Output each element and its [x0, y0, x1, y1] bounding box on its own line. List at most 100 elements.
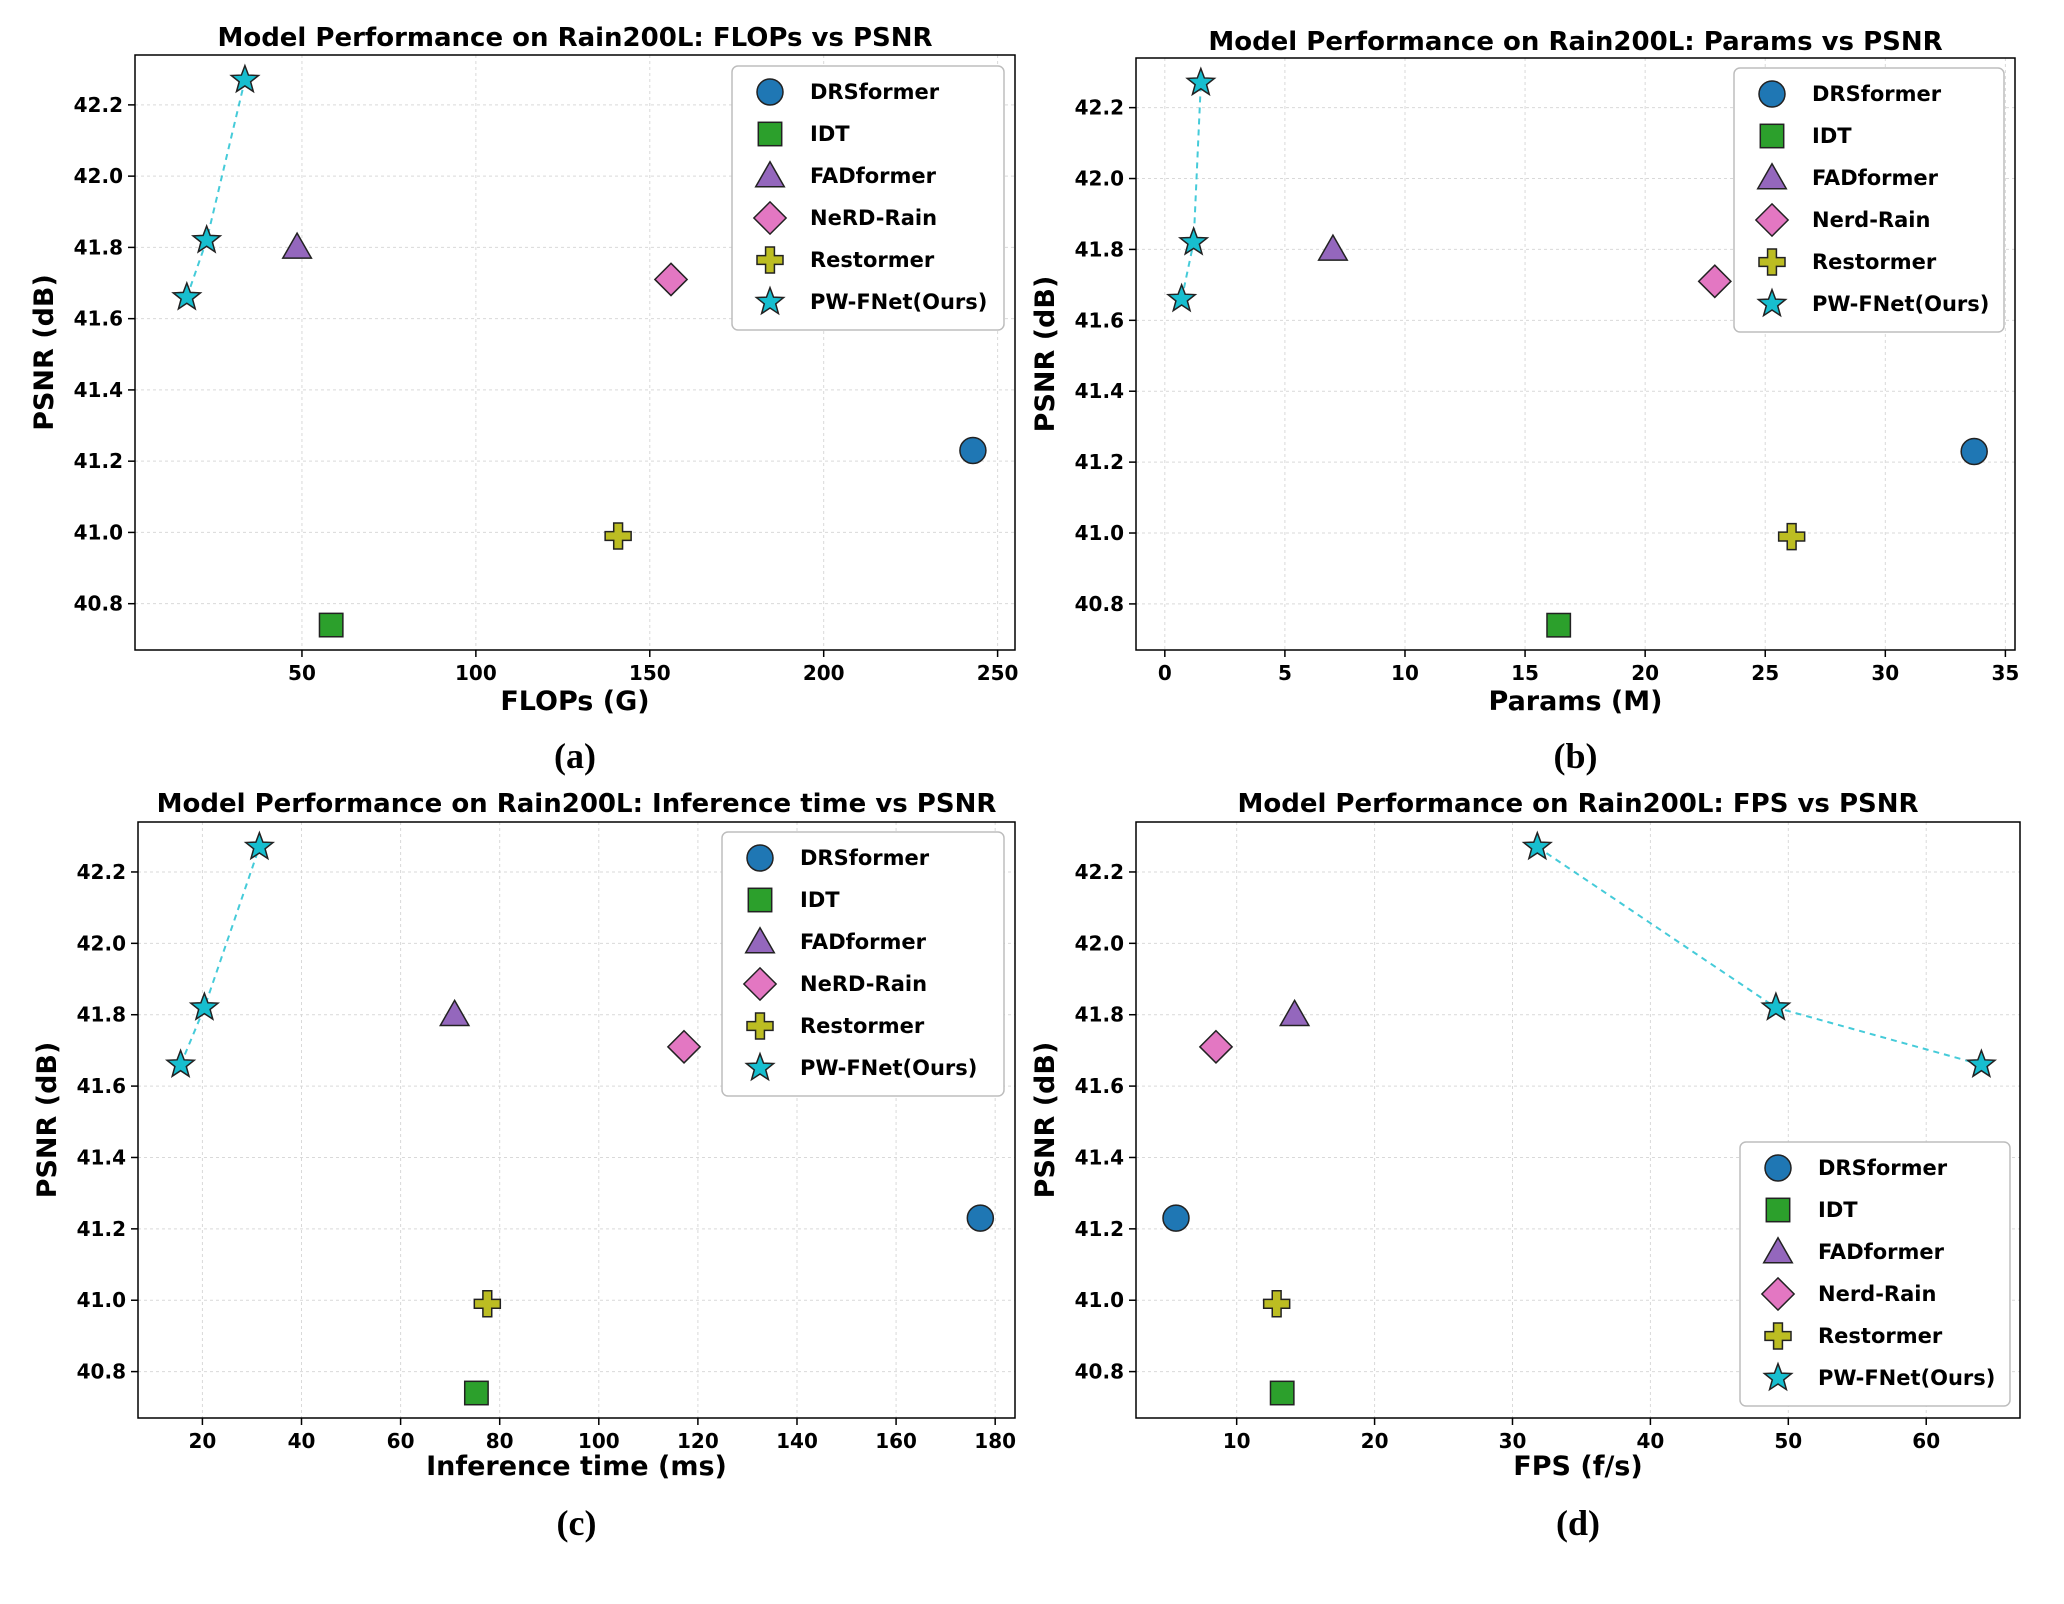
legend-marker-drsformer [746, 844, 774, 872]
legend-marker-fadformer [744, 926, 776, 954]
data-point-drsformer [1960, 437, 1988, 466]
y-axis-label: PSNR (dB) [29, 274, 60, 431]
legend-label-fadformer: FADformer [1818, 1240, 1945, 1264]
chart-panel-a: 50 100 150 200 250 40.8 41.0 41.2 41.4 41.6 41.8 42… [29, 23, 1018, 776]
panel-label: (b) [1554, 736, 1598, 776]
y-tick-label: 42.2 [74, 93, 123, 117]
data-point-pw-fnet-ours [1965, 1048, 1998, 1078]
x-tick-label: 40 [288, 1429, 316, 1453]
x-tick-label: 30 [1871, 661, 1899, 685]
x-tick-label: 60 [387, 1429, 415, 1453]
y-axis-label: PSNR (dB) [32, 1042, 63, 1199]
legend-label-fadformer: FADformer [1812, 166, 1939, 190]
legend-label-restormer: Restormer [810, 248, 935, 272]
x-tick-label: 0 [1158, 661, 1172, 685]
legend-label-idt: IDT [810, 122, 850, 146]
legend-box [721, 831, 1005, 1097]
legend-label-drsformer: DRSformer [1818, 1156, 1948, 1180]
legend: DRSformer IDT FADformer NeRD-Rain Restormer P… [731, 65, 1005, 331]
y-tick-label: 42.0 [1075, 931, 1124, 955]
legend-marker-idt [1759, 123, 1785, 149]
legend-marker-idt [757, 121, 783, 147]
x-tick-label: 120 [677, 1429, 719, 1453]
x-tick-label: 100 [578, 1429, 620, 1453]
y-axis-label: PSNR (dB) [1030, 1042, 1061, 1199]
y-tick-label: 42.2 [1075, 96, 1124, 120]
y-tick-label: 41.6 [1075, 308, 1124, 332]
y-tick-label: 41.0 [74, 520, 123, 544]
legend-marker-restormer [746, 1012, 774, 1040]
data-point-pw-fnet-ours [1185, 66, 1217, 97]
x-tick-label: 20 [1361, 1429, 1389, 1453]
data-point-fadformer [1279, 998, 1311, 1027]
data-point-restormer [473, 1290, 502, 1318]
legend-label-pw-fnet-ours: PW-FNet(Ours) [1812, 292, 1989, 316]
chart-title: Model Performance on Rain200L: FPS vs PS… [1237, 789, 1918, 819]
x-tick-label: 250 [977, 661, 1019, 685]
y-tick-label: 41.0 [1075, 1288, 1124, 1312]
legend-marker-nerd-rain [752, 200, 788, 236]
data-point-fadformer [1317, 233, 1349, 261]
data-point-idt [318, 612, 344, 638]
data-point-nerd-rain [653, 262, 689, 297]
legend-marker-nerd-rain [1760, 1276, 1796, 1312]
x-tick-label: 25 [1751, 661, 1779, 685]
x-tick-label: 50 [288, 661, 316, 685]
legend-marker-restormer [756, 246, 784, 274]
series-line-pw-fnet [1180, 82, 1202, 300]
panel-label: (c) [557, 1503, 597, 1543]
x-tick-label: 15 [1511, 661, 1539, 685]
x-tick-label: 20 [1631, 661, 1659, 685]
y-tick-label: 41.6 [74, 307, 123, 331]
legend-marker-nerd-rain [1754, 202, 1790, 238]
x-axis-label: Params (M) [1489, 686, 1663, 717]
x-axis-label: FPS (f/s) [1513, 1451, 1642, 1482]
data-point-restormer [1262, 1290, 1291, 1318]
data-point-restormer [1777, 522, 1806, 551]
legend: DRSformer IDT FADformer NeRD-Rain Restormer P… [721, 831, 1005, 1097]
legend-label-pw-fnet-ours: PW-FNet(Ours) [1818, 1366, 1995, 1390]
data-point-drsformer [966, 1204, 995, 1232]
data-point-pw-fnet-ours [1760, 991, 1792, 1021]
y-tick-label: 41.8 [77, 1003, 126, 1027]
y-tick-label: 41.2 [74, 449, 123, 473]
legend-label-pw-fnet-ours: PW-FNet(Ours) [800, 1056, 977, 1080]
y-tick-label: 41.8 [74, 235, 123, 259]
legend-label-drsformer: DRSformer [1812, 82, 1942, 106]
legend-label-restormer: Restormer [800, 1014, 925, 1038]
panel-label: (a) [554, 736, 596, 776]
chart-panel-c: 20 40 60 80 100 120 140 160 180 40.8 41.0 41.2 41.4 4… [32, 789, 1016, 1543]
y-tick-label: 40.8 [74, 592, 123, 616]
chart-panel-d: 10 20 30 40 50 60 40.8 41.0 41.2 41.4 41.6 41.8 42.0… [1030, 789, 2021, 1543]
legend-box [1733, 67, 2005, 333]
x-tick-label: 30 [1499, 1429, 1527, 1453]
legend-label-idt: IDT [1812, 124, 1852, 148]
data-point-pw-fnet-ours [188, 991, 221, 1021]
legend-marker-pw-fnet-ours [1762, 1361, 1794, 1392]
plot-area-frame [1135, 821, 2021, 1419]
series-line-pw-fnet [185, 79, 246, 298]
data-point-idt [1269, 1380, 1295, 1406]
y-tick-label: 41.2 [1075, 450, 1124, 474]
data-point-fadformer [439, 998, 471, 1027]
legend-label-pw-fnet-ours: PW-FNet(Ours) [810, 290, 987, 314]
chart-panel-b: 0 5 10 15 20 25 30 35 40.8 41.0 41.2 41.4 41.6 41.8 42… [1030, 27, 2019, 776]
data-point-nerd-rain [1697, 264, 1732, 299]
series-line-pw-fnet [1536, 846, 1982, 1066]
x-tick-label: 160 [875, 1429, 917, 1453]
plot-area-frame [137, 821, 1016, 1419]
legend-label-nerd-rain: NeRD-Rain [810, 206, 937, 230]
x-tick-label: 200 [803, 661, 845, 685]
x-tick-label: 60 [1912, 1429, 1940, 1453]
data-point-fadformer [281, 231, 313, 259]
y-tick-label: 41.2 [1075, 1217, 1124, 1241]
chart-title: Model Performance on Rain200L: FLOPs vs … [217, 23, 932, 53]
data-point-drsformer [959, 436, 987, 465]
legend-label-nerd-rain: Nerd-Rain [1818, 1282, 1936, 1306]
data-point-pw-fnet-ours [164, 1048, 197, 1078]
x-tick-label: 20 [188, 1429, 216, 1453]
y-tick-label: 42.2 [77, 860, 126, 884]
x-tick-label: 140 [776, 1429, 818, 1453]
legend: DRSformer IDT FADformer Nerd-Rain Restormer P… [1733, 67, 2005, 333]
data-point-nerd-rain [1198, 1029, 1234, 1065]
